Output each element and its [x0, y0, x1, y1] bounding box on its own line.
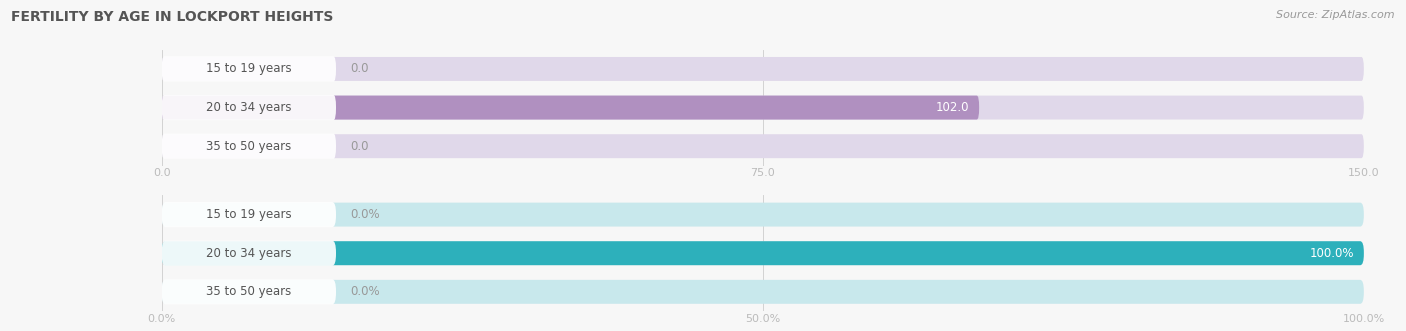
FancyBboxPatch shape — [162, 241, 1364, 265]
Bar — [162, 234, 1364, 272]
Bar — [162, 195, 1364, 234]
FancyBboxPatch shape — [162, 279, 336, 305]
Text: 0.0: 0.0 — [350, 140, 368, 153]
Text: 100.0%: 100.0% — [1310, 247, 1354, 260]
Text: 35 to 50 years: 35 to 50 years — [207, 140, 291, 153]
Bar — [162, 88, 1364, 127]
Text: 0.0%: 0.0% — [350, 208, 380, 221]
FancyBboxPatch shape — [162, 203, 1364, 226]
FancyBboxPatch shape — [162, 56, 336, 81]
FancyBboxPatch shape — [162, 241, 336, 266]
FancyBboxPatch shape — [162, 202, 336, 227]
Bar — [162, 50, 1364, 88]
Bar — [162, 127, 1364, 166]
Text: 0.0: 0.0 — [350, 63, 368, 75]
Text: 15 to 19 years: 15 to 19 years — [207, 63, 291, 75]
FancyBboxPatch shape — [162, 96, 979, 119]
Text: 20 to 34 years: 20 to 34 years — [207, 101, 291, 114]
FancyBboxPatch shape — [162, 280, 1364, 304]
Text: 20 to 34 years: 20 to 34 years — [207, 247, 291, 260]
FancyBboxPatch shape — [162, 95, 336, 120]
Text: 15 to 19 years: 15 to 19 years — [207, 208, 291, 221]
FancyBboxPatch shape — [162, 57, 1364, 81]
FancyBboxPatch shape — [162, 241, 1364, 265]
Text: 0.0%: 0.0% — [350, 285, 380, 298]
FancyBboxPatch shape — [162, 134, 336, 159]
FancyBboxPatch shape — [162, 96, 1364, 119]
Text: 102.0: 102.0 — [936, 101, 970, 114]
Text: Source: ZipAtlas.com: Source: ZipAtlas.com — [1277, 10, 1395, 20]
FancyBboxPatch shape — [162, 134, 1364, 158]
Text: FERTILITY BY AGE IN LOCKPORT HEIGHTS: FERTILITY BY AGE IN LOCKPORT HEIGHTS — [11, 10, 333, 24]
Bar — [162, 272, 1364, 311]
Text: 35 to 50 years: 35 to 50 years — [207, 285, 291, 298]
